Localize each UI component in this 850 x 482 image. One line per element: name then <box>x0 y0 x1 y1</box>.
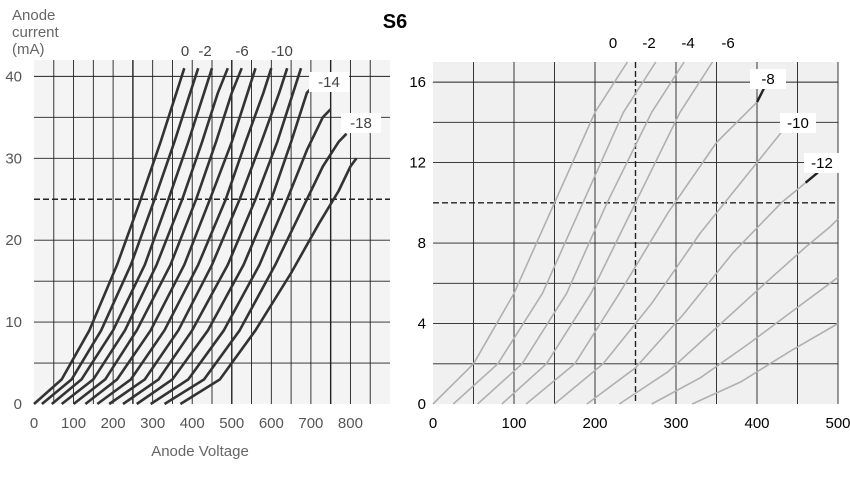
bias-label-backdrop <box>780 113 816 133</box>
x-tick-label: 600 <box>259 415 284 432</box>
curve-end-highlight <box>804 171 819 184</box>
characteristic-curve <box>651 276 839 405</box>
grid-bias-label: 0 <box>609 35 617 52</box>
characteristic-curve <box>136 83 316 406</box>
characteristic-curve <box>691 322 839 405</box>
grid-bias-label: -10 <box>787 115 809 132</box>
characteristic-curve <box>50 67 214 406</box>
characteristic-curve <box>122 67 303 406</box>
characteristic-curve <box>33 67 186 405</box>
y-axis-label: current <box>12 24 60 41</box>
bias-label-backdrop <box>309 72 349 92</box>
grid-bias-label: -8 <box>761 71 774 88</box>
y-tick-label: 10 <box>5 314 22 331</box>
x-tick-label: 200 <box>101 415 126 432</box>
characteristic-curve <box>163 132 348 406</box>
grid-bias-label: -6 <box>235 43 248 60</box>
figure-title: S6 <box>383 11 407 33</box>
y-tick-label: 8 <box>418 235 426 252</box>
y-tick-label: 4 <box>418 316 426 333</box>
grid-bias-label: -4 <box>681 35 694 52</box>
characteristic-curve <box>96 67 273 406</box>
characteristic-curve <box>432 61 629 405</box>
right-plot: 0 100 200 300 400 500 0 4 8 12 16 0 -2 -4 -6 -8 -10 -12 <box>409 35 850 432</box>
characteristic-curve <box>60 67 230 406</box>
grid-bias-label: -2 <box>642 35 655 52</box>
y-tick-label: 0 <box>14 396 22 413</box>
characteristic-curve <box>84 67 257 406</box>
y-tick-label: 40 <box>5 68 22 85</box>
grid-bias-label: -14 <box>318 74 340 91</box>
grid-bias-label: -12 <box>811 155 833 172</box>
x-tick-label: 0 <box>30 415 38 432</box>
characteristic-curve <box>501 61 714 405</box>
grid-bias-label: 0 <box>181 43 189 60</box>
characteristic-curve <box>149 108 332 406</box>
x-tick-label: 300 <box>663 415 688 432</box>
x-axis-label: Anode Voltage <box>151 443 249 460</box>
y-tick-label: 0 <box>418 396 426 413</box>
x-tick-label: 500 <box>219 415 244 432</box>
left-plot: 0 100 200 300 400 500 600 700 800 0 10 20 30 40 Anodec… <box>5 7 390 460</box>
y-tick-label: 20 <box>5 232 22 249</box>
x-tick-label: 0 <box>429 415 437 432</box>
y-tick-label: 16 <box>409 74 426 91</box>
y-axis-label: Anode <box>12 7 55 24</box>
y-axis-label: (mA) <box>12 41 45 58</box>
bias-label-backdrop <box>341 113 381 133</box>
grid-bias-label: -18 <box>350 115 372 132</box>
characteristic-curve <box>477 61 685 405</box>
characteristic-curve <box>452 61 657 405</box>
y-tick-label: 30 <box>5 150 22 167</box>
bias-label-backdrop <box>750 69 786 89</box>
grid-bias-label: -6 <box>721 35 734 52</box>
y-tick-label: 12 <box>409 155 426 172</box>
x-tick-label: 100 <box>501 415 526 432</box>
x-tick-label: 100 <box>61 415 86 432</box>
grid-bias-label: -2 <box>198 43 211 60</box>
x-tick-label: 200 <box>582 415 607 432</box>
x-tick-label: 800 <box>338 415 363 432</box>
x-tick-label: 500 <box>825 415 850 432</box>
characteristic-curve <box>179 157 358 406</box>
x-tick-label: 400 <box>180 415 205 432</box>
bias-label-backdrop <box>804 153 840 173</box>
characteristic-curve <box>618 218 839 405</box>
x-tick-label: 700 <box>298 415 323 432</box>
x-tick-label: 300 <box>140 415 165 432</box>
characteristic-curve <box>41 67 200 406</box>
characteristic-curve <box>108 67 289 406</box>
characteristic-curve <box>72 67 243 406</box>
grid-bias-label: -10 <box>271 43 293 60</box>
x-tick-label: 400 <box>744 415 769 432</box>
